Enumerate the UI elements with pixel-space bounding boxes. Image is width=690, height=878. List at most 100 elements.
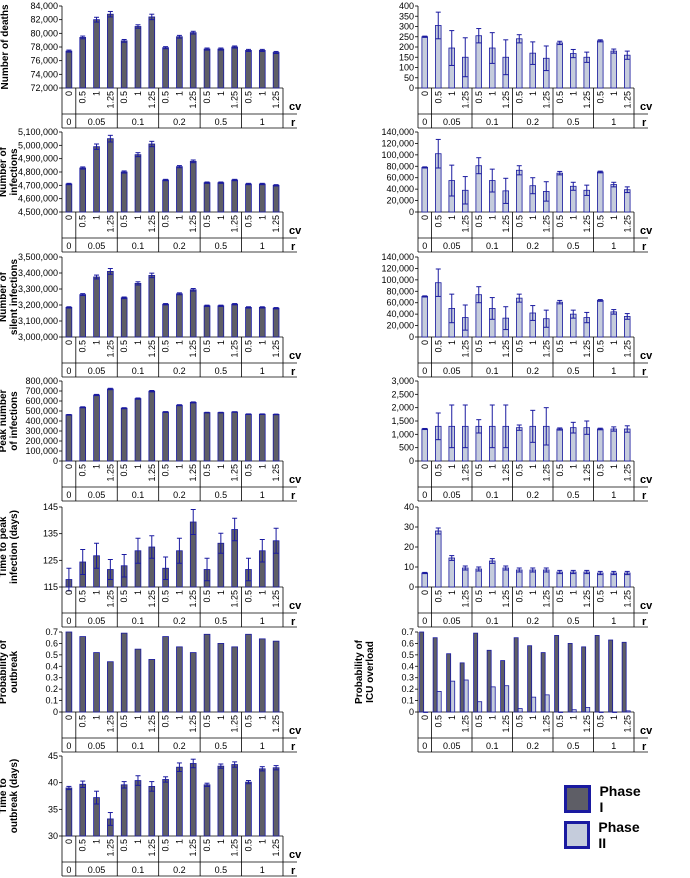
error-bar [435, 138, 441, 169]
bar-phase1 [107, 270, 114, 338]
cv-tick-label: 0.5 [595, 715, 605, 728]
cv-tick-label: 0.5 [433, 590, 443, 603]
y-tick-label: 3,000 [391, 376, 414, 386]
error-bar [135, 24, 141, 29]
y-tick-label: 140,000 [381, 127, 414, 137]
cv-tick-label: 0.5 [161, 715, 171, 728]
cv-tick-label: 1.25 [501, 715, 511, 733]
cv-tick-label: 0 [64, 839, 74, 844]
y-tick-label: 80,000 [30, 28, 58, 38]
error-bar [611, 309, 617, 315]
bar-phase1 [189, 32, 197, 89]
r-group-label: 1 [260, 241, 265, 251]
cv-tick-label: 1 [609, 215, 619, 220]
bar-phase1 [245, 633, 252, 713]
r-group-label: 1 [260, 741, 265, 751]
y-tick-label: 150 [399, 52, 414, 62]
cv-tick-label: 1.25 [501, 91, 511, 109]
bar-phase1 [79, 167, 87, 213]
error-bar [204, 782, 210, 787]
y-tick-label: 120,000 [381, 263, 414, 273]
y-tick-label: 0.2 [401, 684, 414, 694]
cv-tick-label: 1.25 [230, 215, 240, 233]
chart-infections-2: 020,00040,00060,00080,000100,000120,0001… [381, 127, 653, 253]
error-bar [107, 10, 113, 18]
error-bar [176, 762, 182, 772]
y-tick-label: 4,500,000 [18, 207, 58, 217]
error-bar [516, 424, 522, 431]
cv-tick-label: 0 [64, 715, 74, 720]
y-tick-label: 200 [399, 42, 414, 52]
cv-tick-label: 1 [528, 91, 538, 96]
error-bar [543, 567, 549, 573]
error-bar [611, 426, 617, 432]
error-bar [245, 182, 251, 186]
bar-phase1 [594, 635, 600, 713]
cv-tick-label: 0.5 [474, 91, 484, 104]
cv-tick-label: 0 [64, 91, 74, 96]
error-bar [624, 313, 630, 320]
cv-tick-label: 0.5 [161, 215, 171, 228]
chart-time-peak-1: Time to peakinfection (days) 115 125 135 145… [0, 502, 302, 628]
bar-phase1 [217, 643, 225, 713]
error-bar [435, 11, 441, 40]
bar-phase1 [134, 398, 142, 462]
error-bar [218, 181, 224, 184]
r-group-label: 1 [611, 241, 616, 251]
cv-tick-label: 1.25 [147, 590, 157, 608]
error-bar [516, 293, 522, 303]
chart-silent-2: 020,00040,00060,00080,000100,000120,0001… [381, 252, 653, 378]
bar-phase2 [570, 571, 577, 588]
error-bar [516, 165, 522, 176]
error-bar [163, 303, 169, 306]
bar-phase1 [148, 274, 156, 338]
bar-phase1 [134, 648, 142, 713]
cv-tick-label: 0.5 [78, 464, 88, 477]
bar-phase1 [134, 154, 142, 213]
cv-tick-label: 1 [216, 839, 226, 844]
y-tick-label: 0.6 [45, 638, 58, 648]
error-bar [489, 168, 495, 193]
cv-tick-label: 1.25 [230, 839, 240, 857]
r-group-label: 0 [422, 241, 427, 251]
cv-tick-label: 0.5 [514, 215, 524, 228]
error-bar [449, 293, 455, 324]
error-bar [218, 47, 224, 51]
cv-tick-label: 1 [257, 340, 267, 345]
error-bar [94, 790, 100, 805]
y-tick-label: 60,000 [386, 173, 414, 183]
r-group-label: 0.5 [215, 741, 228, 751]
y-tick-label: 600,000 [25, 396, 58, 406]
y-tick-label: 100,000 [25, 446, 58, 456]
cv-tick-label: 1 [487, 91, 497, 96]
r-group-label: 0.05 [443, 241, 461, 251]
cv-tick-label: 1.25 [622, 340, 632, 358]
cv-tick-label: 0.5 [119, 340, 129, 353]
y-tick-label: 115 [44, 582, 58, 592]
cv-tick-label: 1 [216, 340, 226, 345]
cv-tick-label: 1.25 [271, 590, 281, 608]
cv-tick-label: 0.5 [202, 839, 212, 852]
cv-tick-label: 1 [133, 590, 143, 595]
bar-phase1 [93, 19, 100, 89]
bar-phase2 [556, 428, 563, 462]
r-group-label: 0.1 [132, 366, 145, 376]
cv-tick-label: 0.5 [202, 464, 212, 477]
error-bar [503, 177, 509, 204]
error-bar [611, 181, 617, 188]
bar-phase2 [610, 184, 617, 213]
error-bar [80, 406, 86, 409]
error-bar [149, 781, 155, 792]
cv-tick-label: 0.5 [202, 590, 212, 603]
cv-tick-label: 1.25 [622, 464, 632, 482]
cv-tick-label: 0.5 [119, 590, 129, 603]
r-group-label: 0.2 [173, 366, 186, 376]
error-bar [149, 535, 155, 559]
bar-phase1 [176, 766, 183, 837]
cv-tick-label: 1.25 [460, 215, 470, 233]
cv-tick-label: 0.5 [243, 340, 253, 353]
error-bar [503, 565, 509, 571]
cv-tick-label: 1.25 [105, 91, 115, 109]
cv-axis-label: cv [289, 350, 302, 362]
cv-tick-label: 1 [174, 340, 184, 345]
